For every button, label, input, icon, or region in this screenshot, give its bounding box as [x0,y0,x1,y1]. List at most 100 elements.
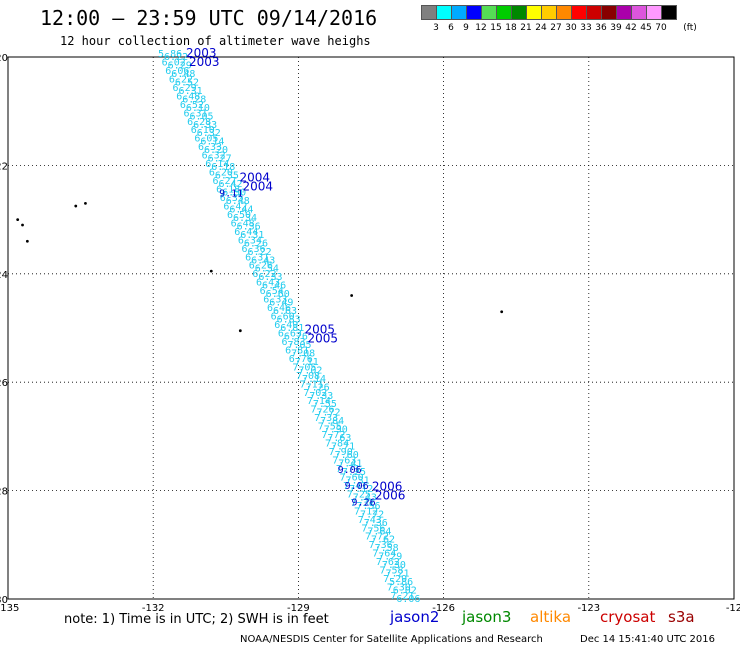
swh-value-label: 6.26 [249,261,273,272]
swh-value-label: 6.26 [244,238,268,249]
legend-label: 12 [475,23,487,33]
swh-value-label: 6.05 [189,111,213,122]
swh-value-label: 6.22 [164,52,188,63]
legend-label: 36 [595,23,607,33]
swh-value-label: 6.18 [216,185,240,196]
swh-value-label: 6.31 [240,230,264,241]
swh-value-label: 7.43 [353,492,377,503]
swh-value-label: 6.54 [260,286,284,297]
swh-value-label: 7.31 [350,498,374,509]
swh-value-label: 7.58 [379,566,403,577]
swh-value-label: 6.33 [258,272,282,283]
legend-label: 42 [625,23,637,33]
lat-tick-label: -20 [0,53,8,64]
swh-value-label: 7.84 [320,416,344,427]
swh-value-label: 6.29 [168,60,192,71]
satellite-name-s3a: s3a [668,608,695,626]
swh-value-label: 6.63 [278,328,302,339]
legend-label: 9 [463,23,469,33]
swh-value-label: 7.26 [306,382,330,393]
swh-value-label: 6.60 [266,289,290,300]
swh-value-label: 7.30 [382,560,406,571]
page-subtitle: 12 hour collection of altimeter wave hei… [60,34,371,48]
swh-value-label: 7.02 [303,388,327,399]
swh-value-label: 7.55 [318,422,342,433]
swh-value-label: 7.60 [335,450,359,461]
swh-value-label: 7.14 [307,396,331,407]
swh-value-label: 7.11 [300,379,324,390]
swh-value-label: 6.14 [200,137,224,148]
swh-value-label: 6.06 [396,594,420,605]
swh-value-label: 7.56 [356,501,380,512]
swh-value-label: 7.29 [378,552,402,563]
swh-value-label: 6.35 [220,193,244,204]
legend-label: 6 [448,23,454,33]
time-label: 2005 [305,322,336,336]
swh-value-label: 6.50 [227,210,251,221]
swh-value-label: 6.31 [179,86,203,97]
swh-value-label: 7.41 [343,481,367,492]
legend-label: 39 [610,23,622,33]
map-frame [7,56,735,600]
swh-value-label: 6.33 [198,142,222,153]
time-label: 2003 [189,55,220,69]
satellite-name-cryosat: cryosat [600,608,656,626]
swh-value-label: 7.05 [287,340,311,351]
swh-value-label: 7.64 [372,549,396,560]
swh-value-label: 6.50 [222,188,246,199]
swh-value-label: 6.22 [252,269,276,280]
swh-value-label: 6.35 [215,171,239,182]
swh-value-label: 6.46 [267,303,291,314]
swh-value-label: 6.33 [193,120,217,131]
swh-value-label: 6.28 [187,117,211,128]
lat-tick-label: -24 [0,270,8,281]
swh-value-label: 6.28 [182,94,206,105]
island-marker [238,329,242,333]
swh-value-label: 7.31 [346,475,370,486]
swh-value-label: 6.49 [269,298,293,309]
swh-value-label: 6.32 [202,151,226,162]
swh-value-label: 6.27 [208,154,232,165]
lon-tick-label: -129 [287,603,310,614]
satellite-name-jason3: jason3 [462,608,512,626]
swh-value-label: 6.29 [173,83,197,94]
swh-value-label: 7.25 [342,467,366,478]
swh-value-label: 6.83 [281,337,305,348]
swh-value-label: 6.42 [223,201,247,212]
island-marker [350,294,354,297]
legend-label: 3 [433,23,439,33]
swh-value-label: 7.26 [311,405,335,416]
swh-value-label: 6.54 [255,264,279,275]
swh-value-label: 7.58 [375,543,399,554]
time-label: 2006 [372,480,403,494]
lon-tick-label: -12 [726,603,740,614]
swh-value-label: 6.52 [175,77,199,88]
lon-tick-label: -126 [432,603,455,614]
lon-tick-label: -135 [0,603,19,614]
swh-value-label: 7.21 [390,591,414,602]
swh-value-label: 7.62 [371,535,395,546]
legend-label: 18 [505,23,517,33]
swh-value-label: 5.86 [158,49,182,60]
swh-value-label: 7.64 [367,526,391,537]
swh-highlight-label: 9.06 [338,465,362,476]
swh-value-label: 7.43 [358,515,382,526]
island-marker [74,204,78,208]
swh-value-label: 7.29 [383,574,407,585]
lat-tick-label: -26 [0,378,8,389]
swh-value-label: 6.20 [204,145,228,156]
swh-value-label: 6.33 [263,295,287,306]
swh-value-label: 7.90 [324,425,348,436]
swh-value-label: 5.86 [389,577,413,588]
swh-value-label: 6.02 [393,586,417,597]
swh-value-label: 7.72 [360,509,384,520]
legend-label: 33 [580,23,592,33]
swh-value-label: 6.20 [209,168,233,179]
island-marker [25,239,29,243]
swh-value-label: 6.76 [289,354,313,365]
swh-value-label: 7.02 [298,365,322,376]
page-title: 12:00 — 23:59 UTC 09/14/2016 [40,6,378,30]
swh-value-label: 6.31 [183,108,207,119]
swh-value-label: 6.46 [262,281,286,292]
